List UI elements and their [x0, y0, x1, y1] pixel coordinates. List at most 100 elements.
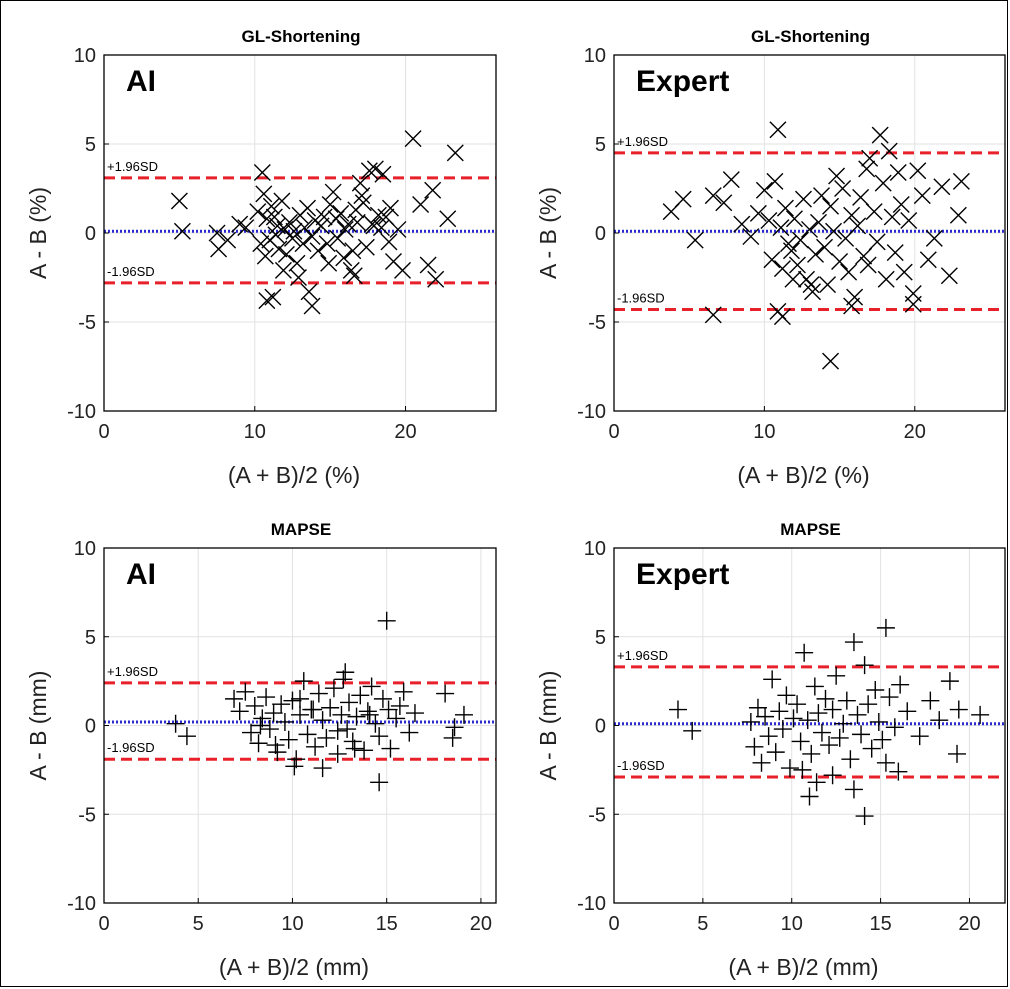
panel-title: MAPSE: [271, 520, 331, 539]
y-tick-label: 10: [74, 538, 96, 560]
data-point: [285, 222, 303, 240]
y-tick-label: 10: [74, 45, 96, 67]
data-point: [336, 220, 354, 238]
data-point: [258, 292, 276, 310]
upper-loa-label: +1.96SD: [617, 134, 668, 149]
panel-badge: AI: [126, 65, 156, 98]
data-point: [807, 245, 825, 263]
data-point: [419, 256, 437, 274]
data-point: [910, 727, 929, 746]
data-point: [852, 725, 871, 744]
data-point: [883, 208, 901, 226]
y-tick-label: -10: [67, 401, 96, 423]
data-point: [889, 163, 907, 181]
panel-badge: AI: [126, 558, 156, 591]
data-point: [849, 217, 867, 235]
data-point: [800, 787, 819, 806]
data-point: [704, 306, 722, 324]
data-point: [848, 705, 867, 724]
data-point: [948, 744, 967, 763]
data-points: [170, 130, 464, 315]
data-point: [321, 196, 339, 214]
data-point: [745, 737, 764, 756]
data-point: [335, 249, 353, 267]
x-tick-label: 0: [98, 421, 109, 443]
data-point: [345, 267, 363, 285]
reference-lines: [614, 665, 1005, 779]
data-point: [777, 686, 796, 705]
data-point: [791, 231, 809, 249]
data-point: [782, 242, 800, 260]
data-point: [252, 235, 270, 253]
data-point: [320, 254, 338, 272]
data-point: [299, 199, 317, 217]
data-point: [412, 196, 430, 214]
data-point: [834, 714, 853, 733]
x-tick-label: 10: [281, 913, 303, 935]
y-tick-label: -5: [78, 312, 96, 334]
y-tick-label: 0: [85, 716, 96, 738]
y-tick-label: 5: [85, 627, 96, 649]
y-tick-label: 10: [584, 538, 606, 560]
data-point: [340, 693, 358, 712]
data-point: [810, 213, 828, 231]
data-point: [858, 160, 876, 178]
data-point: [400, 723, 419, 742]
data-point: [859, 695, 878, 714]
data-point: [876, 753, 895, 772]
data-point: [445, 718, 464, 737]
y-tick-label: 0: [595, 223, 606, 245]
data-point: [389, 220, 407, 238]
y-tick-label: 0: [85, 223, 96, 245]
data-point: [231, 215, 249, 233]
data-point: [921, 691, 940, 710]
data-point: [886, 244, 904, 262]
data-point: [272, 695, 291, 714]
panel-title: GL-Shortening: [242, 27, 361, 46]
data-point: [837, 691, 856, 710]
panel-badge: Expert: [636, 65, 729, 98]
data-point: [820, 736, 839, 755]
data-point: [208, 224, 226, 242]
data-point: [177, 727, 196, 746]
y-tick-label: 5: [595, 627, 606, 649]
upper-loa-label: +1.96SD: [107, 159, 158, 174]
data-point: [242, 723, 260, 742]
data-point: [288, 254, 306, 272]
data-point: [852, 188, 870, 206]
data-point: [880, 142, 898, 160]
data-point: [841, 750, 860, 769]
data-point: [355, 741, 374, 760]
data-point: [788, 256, 806, 274]
panel-title: GL-Shortening: [751, 27, 870, 46]
data-point: [830, 728, 849, 747]
data-point: [780, 759, 799, 778]
data-point: [873, 730, 892, 749]
data-point: [773, 720, 792, 739]
data-point: [436, 684, 455, 703]
data-point: [748, 698, 767, 717]
data-point: [913, 187, 931, 205]
x-tick-label: 10: [753, 421, 775, 443]
x-tick-label: 0: [608, 913, 619, 935]
data-point: [329, 229, 347, 247]
data-point: [342, 261, 360, 279]
data-point: [304, 700, 323, 719]
data-point: [823, 766, 842, 785]
data-point: [270, 240, 288, 258]
data-point: [770, 702, 789, 721]
data-point: [354, 194, 372, 212]
y-tick-label: -10: [577, 893, 606, 915]
data-point: [892, 196, 910, 214]
data-point: [773, 308, 791, 326]
data-point: [819, 276, 837, 294]
data-point: [358, 702, 377, 721]
data-point: [381, 199, 399, 217]
y-tick-label: 5: [85, 134, 96, 156]
data-point: [260, 720, 279, 739]
panel-mapse-expert: 0 5 10 15 20 10 5 0 -5 -10 MAPSE Expert +1.96SD -…: [535, 520, 1006, 980]
data-point: [372, 219, 390, 237]
data-point: [766, 743, 785, 762]
